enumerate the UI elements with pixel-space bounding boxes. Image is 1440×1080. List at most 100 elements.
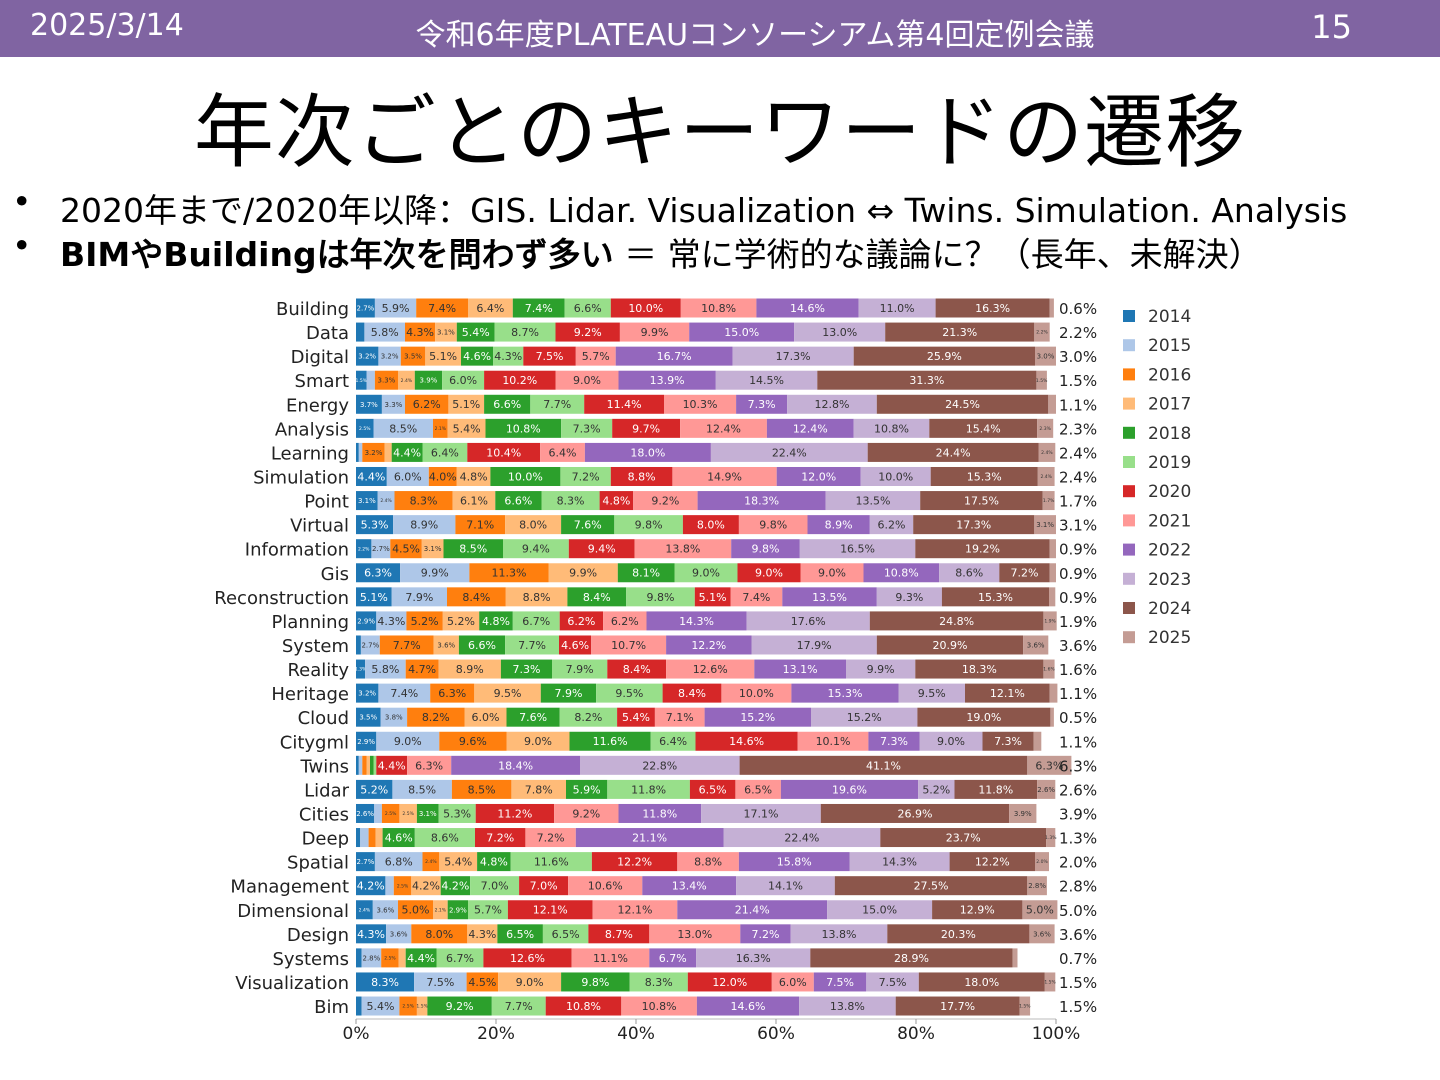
x-tick-label: 40%: [617, 1024, 655, 1044]
last-segment-label: 0.9%: [1059, 541, 1097, 559]
bar-segment: [356, 635, 361, 655]
segment-value-label: 7.7%: [393, 639, 421, 652]
bar-segment: [612, 418, 681, 438]
segment-value-label: 3.3%: [378, 377, 396, 385]
segment-value-label: 6.6%: [574, 302, 602, 315]
segment-value-label: 4.3%: [406, 326, 434, 339]
category-label: Lidar: [304, 780, 349, 801]
segment-value-label: 3.8%: [385, 714, 403, 722]
segment-value-label: 9.0%: [573, 374, 601, 387]
category-label: Gis: [321, 564, 349, 585]
segment-value-label: 9.2%: [446, 1000, 474, 1013]
bar-segment: [407, 755, 452, 775]
segment-value-label: 17.9%: [797, 639, 832, 652]
segment-value-label: 12.2%: [975, 856, 1010, 869]
bar-segment: [790, 924, 888, 944]
segment-value-label: 18.0%: [964, 976, 999, 989]
segment-value-label: 2.5%: [359, 426, 371, 432]
bar-segment: [477, 852, 511, 872]
bar-segment: [356, 466, 387, 486]
bar-segment: [406, 611, 443, 631]
segment-value-label: 10.1%: [816, 735, 851, 748]
segment-value-label: 12.9%: [960, 904, 995, 917]
bar-segment: [523, 346, 576, 366]
bar-segment: [361, 996, 400, 1016]
header-meeting-title: 令和6年度PLATEAUコンソーシアム第4回定例会議: [415, 18, 1095, 53]
segment-value-label: 4.8%: [460, 470, 488, 483]
segment-value-label: 8.6%: [955, 567, 983, 580]
bar-segment: [915, 539, 1050, 559]
bar-segment: [458, 635, 506, 655]
bar-segment: [626, 587, 695, 607]
bar-segment: [552, 659, 608, 679]
segment-value-label: 6.7%: [446, 952, 474, 965]
bar-segment: [510, 852, 592, 872]
segment-value-label: 27.5%: [914, 880, 949, 893]
segment-value-label: 3.9%: [1014, 810, 1032, 818]
bar-segment: [356, 900, 373, 920]
bar-segment: [356, 803, 375, 823]
segment-value-label: 4.3%: [377, 615, 405, 628]
bar-segment: [467, 442, 541, 462]
segment-value-label: 7.3%: [994, 735, 1022, 748]
bar-segment: [649, 948, 697, 968]
bar-segment: [376, 731, 440, 751]
bar-segment: [440, 876, 471, 896]
x-tick-label: 80%: [897, 1024, 935, 1044]
segment-value-label: 2.1%: [435, 426, 447, 432]
segment-value-label: 15.3%: [967, 470, 1002, 483]
bar-segment: [467, 924, 498, 944]
segment-value-label: 3.9%: [420, 377, 438, 385]
segment-value-label: 22.4%: [784, 832, 819, 845]
segment-value-label: 8.4%: [678, 687, 706, 700]
bar-segment: [799, 539, 916, 559]
segment-value-label: 8.8%: [628, 470, 656, 483]
category-label: Building: [276, 299, 349, 320]
bar-segment: [1023, 635, 1049, 655]
bar-segment: [373, 418, 433, 438]
bar-segment: [485, 418, 562, 438]
bar-segment: [610, 298, 681, 318]
bar-segment: [394, 491, 453, 511]
bar-segment: [497, 924, 543, 944]
bar-segment: [484, 370, 556, 390]
category-label: Reconstruction: [214, 588, 349, 609]
segment-value-label: 22.4%: [772, 446, 807, 459]
bar-segment: [475, 803, 555, 823]
bar-segment: [461, 346, 494, 366]
segment-value-label: 2.4%: [359, 907, 371, 913]
bar-segment: [470, 876, 520, 896]
bullet-text: 2020年まで/2020年以降：GIS. Lidar. Visualizatio…: [60, 184, 1347, 232]
bar-segment: [732, 346, 854, 366]
bar-segment: [858, 298, 936, 318]
bar-segment: [1046, 828, 1056, 848]
bar-segment: [618, 370, 716, 390]
bar-segment: [391, 442, 423, 462]
category-label: Design: [287, 925, 349, 946]
bar-segment: [999, 563, 1050, 583]
segment-value-label: 7.5%: [426, 976, 454, 989]
segment-value-label: 20.3%: [941, 928, 976, 941]
bar-segment: [447, 900, 468, 920]
segment-value-label: 11.8%: [631, 783, 666, 796]
bar-segment: [617, 563, 675, 583]
bar-segment: [853, 346, 1035, 366]
bar-segment: [575, 828, 724, 848]
segment-value-label: 3.1%: [419, 810, 437, 818]
segment-value-label: 26.9%: [897, 807, 932, 820]
stacked-bar-chart: Building 2.7% 5.9% 7.4% 6.4% 7.4% 6.6% 10.0% 10.…: [214, 298, 1191, 1044]
bar-segment: [376, 611, 407, 631]
bar-segment: [1022, 900, 1058, 920]
bar-segment: [555, 370, 619, 390]
bar-segment: [356, 924, 387, 944]
bar-segment: [754, 659, 846, 679]
bar-segment: [696, 948, 811, 968]
segment-value-label: 7.2%: [537, 832, 565, 845]
bar-segment: [697, 491, 826, 511]
segment-value-label: 6.0%: [472, 711, 500, 724]
category-label: Heritage: [271, 684, 349, 705]
segment-value-label: 6.2%: [413, 398, 441, 411]
segment-value-label: 17.6%: [791, 615, 826, 628]
bar-segment: [356, 828, 361, 848]
last-segment-label: 2.4%: [1059, 468, 1097, 486]
